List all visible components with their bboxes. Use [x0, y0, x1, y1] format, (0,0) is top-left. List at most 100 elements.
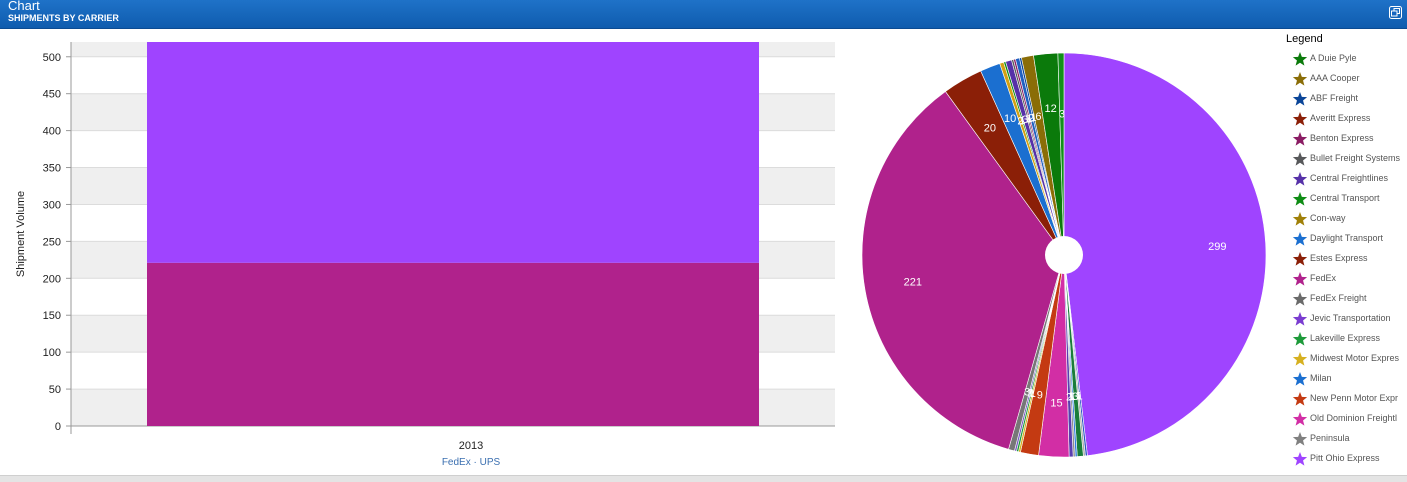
legend-marker: [1292, 172, 1308, 186]
legend-item[interactable]: Midwest Motor Expres: [1286, 349, 1407, 369]
pie-slice[interactable]: [861, 91, 1065, 450]
legend-item[interactable]: Lakeville Express: [1286, 329, 1407, 349]
pie-data-label: 10: [1004, 113, 1016, 125]
star-icon: [1292, 72, 1308, 86]
pie-data-label: 3: [1072, 391, 1078, 403]
y-tick-label: 500: [43, 52, 61, 64]
legend-label: Peninsula: [1310, 433, 1350, 443]
star-icon: [1292, 372, 1308, 386]
star-icon: [1292, 292, 1308, 306]
star-icon: [1292, 152, 1308, 166]
legend-item[interactable]: Old Dominion Freightl: [1286, 409, 1407, 429]
pie-data-label: 1: [1068, 391, 1074, 403]
pie-data-label: 1: [1030, 112, 1036, 124]
restore-window-icon[interactable]: [1389, 4, 1402, 19]
pie-data-label: 1: [1025, 113, 1031, 125]
legend-item[interactable]: FedEx Freight: [1286, 289, 1407, 309]
legend-item[interactable]: New Penn Motor Expr: [1286, 389, 1407, 409]
y-tick-label: 150: [43, 310, 61, 322]
legend-item[interactable]: Peninsula: [1286, 429, 1407, 449]
legend-label: New Penn Motor Expr: [1310, 393, 1399, 403]
star-icon: [1292, 332, 1308, 346]
legend-link-fedex[interactable]: FedEx: [442, 457, 471, 468]
legend-separator: ·: [471, 457, 480, 468]
star-icon: [1292, 172, 1308, 186]
chart-area: 0 50 100 150 200 250 300 350 400 450 500 Shipment V…: [0, 29, 1407, 477]
pie-slice[interactable]: [1057, 52, 1065, 256]
chart-subtitle: SHIPMENTS BY CARRIER: [8, 13, 119, 23]
y-tick-label: 300: [43, 199, 61, 211]
star-icon: [1292, 52, 1308, 66]
legend-item[interactable]: Central Freightlines: [1286, 169, 1407, 189]
legend-item[interactable]: Pitt Ohio Express: [1286, 449, 1407, 469]
legend-label: FedEx Freight: [1310, 293, 1367, 303]
legend-marker: [1292, 232, 1308, 246]
pie-data-label: 221: [904, 277, 922, 289]
legend-label: FedEx: [1310, 273, 1337, 283]
y-tick-label: 100: [43, 347, 61, 359]
pie-data-label: 15: [1050, 397, 1062, 409]
legend-item[interactable]: A Duie Pyle: [1286, 49, 1407, 69]
bar-ups[interactable]: [147, 42, 759, 263]
pie-data-label: 6: [1035, 111, 1041, 123]
legend-label: Lakeville Express: [1310, 333, 1381, 343]
legend-label: Pitt Ohio Express: [1310, 453, 1380, 463]
pie-data-label: 1: [1030, 388, 1036, 400]
legend-marker: [1292, 252, 1308, 266]
pie-data-label: 1: [1075, 391, 1081, 403]
pie-data-label: 1: [1070, 391, 1076, 403]
legend-marker: [1292, 192, 1308, 206]
legend-label: A Duie Pyle: [1310, 53, 1357, 63]
legend-item[interactable]: Con-way: [1286, 209, 1407, 229]
legend-item[interactable]: Daylight Transport: [1286, 229, 1407, 249]
legend-item[interactable]: Estes Express: [1286, 249, 1407, 269]
pie-slice[interactable]: [1063, 52, 1267, 456]
legend-item[interactable]: Jevic Transportation: [1286, 309, 1407, 329]
pie-data-label: 1: [1019, 115, 1025, 127]
star-icon: [1292, 352, 1308, 366]
donut-hole: [1045, 236, 1083, 274]
pie-data-label: 2: [1066, 391, 1072, 403]
pie-data-label: 3: [1022, 114, 1028, 126]
y-tick-label: 450: [43, 89, 61, 101]
legend-item[interactable]: FedEx: [1286, 269, 1407, 289]
pie-data-label: 1: [1027, 387, 1033, 399]
legend-item[interactable]: Benton Express: [1286, 129, 1407, 149]
legend-label: Milan: [1310, 373, 1332, 383]
y-axis-title: Shipment Volume: [15, 191, 27, 277]
star-icon: [1292, 412, 1308, 426]
bar-fedex[interactable]: [147, 262, 759, 426]
legend-marker: [1292, 332, 1308, 346]
legend-item[interactable]: Bullet Freight Systems: [1286, 149, 1407, 169]
legend-link-ups[interactable]: UPS: [480, 457, 501, 468]
legend-marker: [1292, 352, 1308, 366]
legend-item[interactable]: Central Transport: [1286, 189, 1407, 209]
legend-label: Midwest Motor Expres: [1310, 353, 1400, 363]
star-icon: [1292, 272, 1308, 286]
legend-marker: [1292, 412, 1308, 426]
pie-data-label: 12: [1044, 103, 1056, 115]
y-tick-label: 50: [49, 384, 61, 396]
legend-label: ABF Freight: [1310, 93, 1359, 103]
legend-item[interactable]: AAA Cooper: [1286, 69, 1407, 89]
window-title: Chart: [8, 0, 40, 13]
legend-label: Estes Express: [1310, 253, 1368, 263]
x-category-label: 2013: [459, 440, 483, 452]
legend-label: Con-way: [1310, 213, 1346, 223]
legend-item[interactable]: Averitt Express: [1286, 109, 1407, 129]
legend-item[interactable]: Milan: [1286, 369, 1407, 389]
legend-marker: [1292, 312, 1308, 326]
y-tick-label: 350: [43, 163, 61, 175]
pie-data-label: 3: [1059, 109, 1065, 121]
legend-label: Averitt Express: [1310, 113, 1371, 123]
bar-series-legend: FedEx · UPS: [442, 457, 501, 468]
legend-label: Central Transport: [1310, 193, 1380, 203]
legend-marker: [1292, 92, 1308, 106]
legend-marker: [1292, 52, 1308, 66]
horizontal-scrollbar[interactable]: [0, 475, 1407, 482]
legend-marker: [1292, 392, 1308, 406]
legend-item[interactable]: ABF Freight: [1286, 89, 1407, 109]
star-icon: [1292, 212, 1308, 226]
legend-marker: [1292, 292, 1308, 306]
